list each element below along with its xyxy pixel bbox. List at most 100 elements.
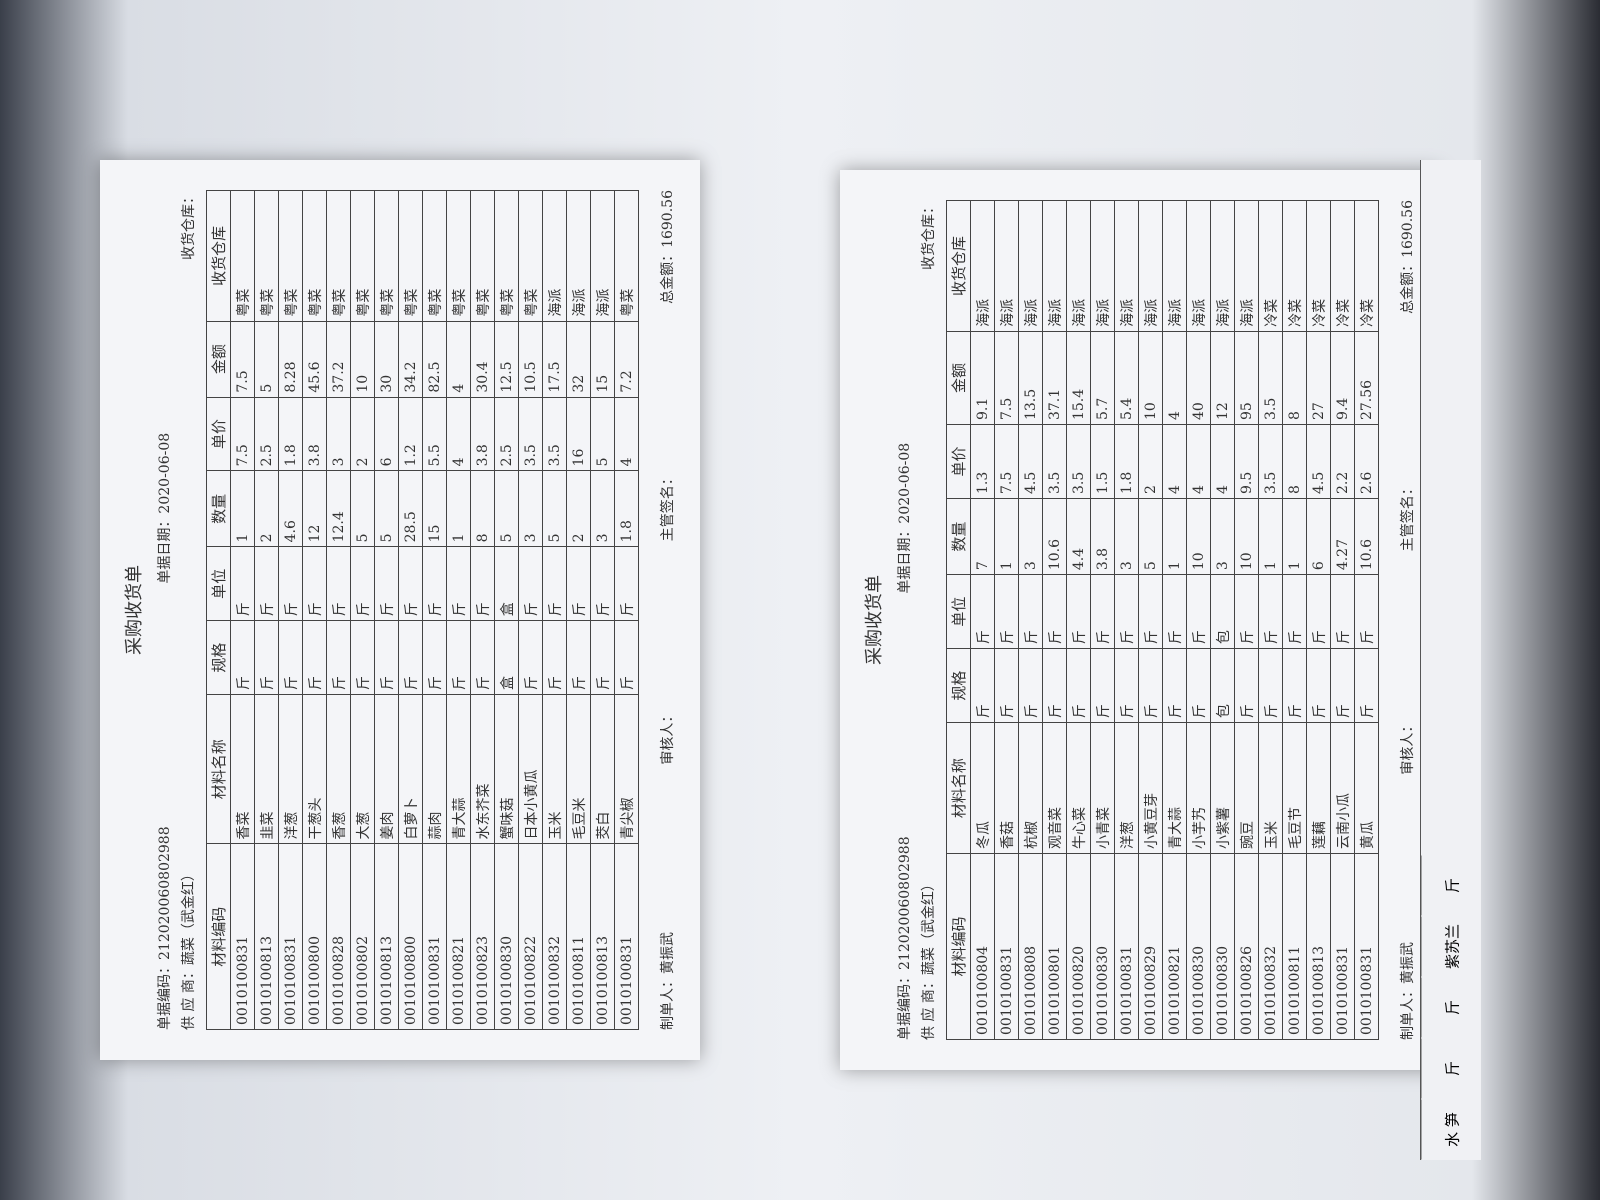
cell: 16 [566,397,591,471]
cell: 斤 [1282,648,1307,723]
cell: 30.4 [470,321,495,398]
item-row: 0010100832 玉米斤斤 1 3.5 3.5 冷菜 [1258,200,1283,1040]
column-header: 材料名称 [206,694,231,844]
cell: 斤 [350,620,375,695]
item-row: 0010100808 杭椒斤斤 3 4.5 13.5 海派 [1018,200,1043,1040]
label: 制单人： [660,974,676,1030]
cell: 斤 [1330,648,1355,723]
cell: 包 [1210,574,1235,649]
manager: 主管签名： [660,471,676,542]
cell: 0010100821 [446,843,471,1030]
cell: 斤 [970,574,995,649]
meta-row: 供 应 商：蔬菜（武金红） 收货仓库： [918,200,938,1040]
cell: 斤 [614,546,639,621]
item-row: 0010100832 玉米斤斤 5 3.5 17.5 海派 [542,190,567,1030]
maker: 制单人：黄振武 [1397,942,1417,1040]
cell: 3.5 [518,397,543,471]
cell: 海派 [566,190,591,322]
cell: 洋葱 [278,694,303,844]
label: 制单人： [1400,984,1416,1040]
supplier-field: 供 应 商：蔬菜（武金红） [918,877,938,1040]
cell: 3 [326,397,351,471]
cell: 17.5 [542,321,567,398]
cell: 0010100831 [994,853,1019,1040]
cell: 5.5 [422,397,447,471]
total: 总金额：1690.56 [1397,200,1417,314]
cell: 斤 [1186,648,1211,723]
cell: 青大蒜 [1162,722,1187,854]
cell: 海派 [1018,200,1043,332]
cell: 0010100802 [350,843,375,1030]
cell: 盒 [494,546,519,621]
cell: 3 [1018,498,1043,575]
cell: 4.5 [1306,424,1331,499]
label: 单据日期： [897,523,913,594]
auditor: 审核人： [1400,718,1416,775]
cell: 0010100830 [1090,853,1115,1040]
cell: 3.5 [542,397,567,471]
slip-cell: 斤 [1420,855,1482,916]
cell: 0010100831 [1114,853,1139,1040]
cell: 斤 [1042,574,1067,649]
item-row: 0010100822 日本小黄瓜斤斤 3 3.5 10.5 粤菜 [518,190,543,1030]
cell: 冷菜 [1258,200,1283,332]
cell: 0010100832 [1258,853,1283,1040]
cell: 粤菜 [614,190,639,322]
cell: 5 [254,321,279,398]
cell: 茭白 [590,694,615,844]
cell: 观音菜 [1042,722,1067,854]
cell: 1 [1162,498,1187,575]
item-row: 0010100813 莲藕斤斤 6 4.5 27 冷菜 [1306,200,1331,1040]
cell: 30 [374,321,399,398]
cell: 10 [1186,498,1211,575]
cell: 7.5 [994,424,1019,499]
cell: 3.5 [1258,424,1283,499]
cell: 豌豆 [1234,722,1259,854]
item-row: 0010100813 韭菜斤斤 2 2.5 5 粤菜 [254,190,279,1030]
receipt-title: 采购收货单 [124,565,145,655]
item-row: 0010100831 青尖椒斤斤 1.8 4 7.2 粤菜 [614,190,639,1030]
cell: 4 [1162,331,1187,425]
value: 黄振武 [660,932,676,974]
cell: 斤 [1258,648,1283,723]
cell: 斤 [1354,574,1379,649]
cell: 4 [446,321,471,398]
cell: 冬瓜 [970,722,995,854]
cell: 5 [590,397,615,471]
cell: 15.4 [1066,331,1091,425]
cell: 干葱头 [302,694,327,844]
cell: 莲藕 [1306,722,1331,854]
cell: 斤 [1306,574,1331,649]
cell: 0010100800 [302,843,327,1030]
cell: 斤 [1138,574,1163,649]
item-row: 0010100826 豌豆斤斤 10 9.5 95 海派 [1234,200,1259,1040]
cell: 2 [254,470,279,547]
cell: 斤 [230,620,255,695]
cell: 1.8 [614,470,639,547]
cell: 0010100804 [970,853,995,1040]
value: 212020060802988 [897,836,913,970]
cell: 0010100823 [470,843,495,1030]
cell: 4.5 [1018,424,1043,499]
cell: 香葱 [326,694,351,844]
value: 2020-06-08 [157,432,173,514]
cell: 0010100811 [1282,853,1307,1040]
cell: 2.6 [1354,424,1379,499]
cell: 小黄豆芽 [1138,722,1163,854]
cell: 海派 [994,200,1019,332]
cell: 9.4 [1330,331,1355,425]
cell: 45.6 [302,321,327,398]
cell: 1.3 [970,424,995,499]
cell: 斤 [278,620,303,695]
cell: 斤 [970,648,995,723]
cell: 毛豆节 [1282,722,1307,854]
cell: 0010100813 [1306,853,1331,1040]
cell: 斤 [1090,574,1115,649]
cell: 3 [590,470,615,547]
item-row: 0010100823 水东芥菜斤斤 8 3.8 30.4 粤菜 [470,190,495,1030]
items-table: 材料编码 材料名称 规格 单位 数量 单价 金额 收货仓库 0010100804 冬瓜斤斤 7 1.3… [946,200,1379,1040]
cell: 1 [1258,498,1283,575]
cell: 粤菜 [398,190,423,322]
items-table: 材料编码 材料名称 规格 单位 数量 单价 金额 收货仓库 0010100831 香菜斤斤 1 7.5… [206,190,639,1030]
cell: 0010100813 [590,843,615,1030]
